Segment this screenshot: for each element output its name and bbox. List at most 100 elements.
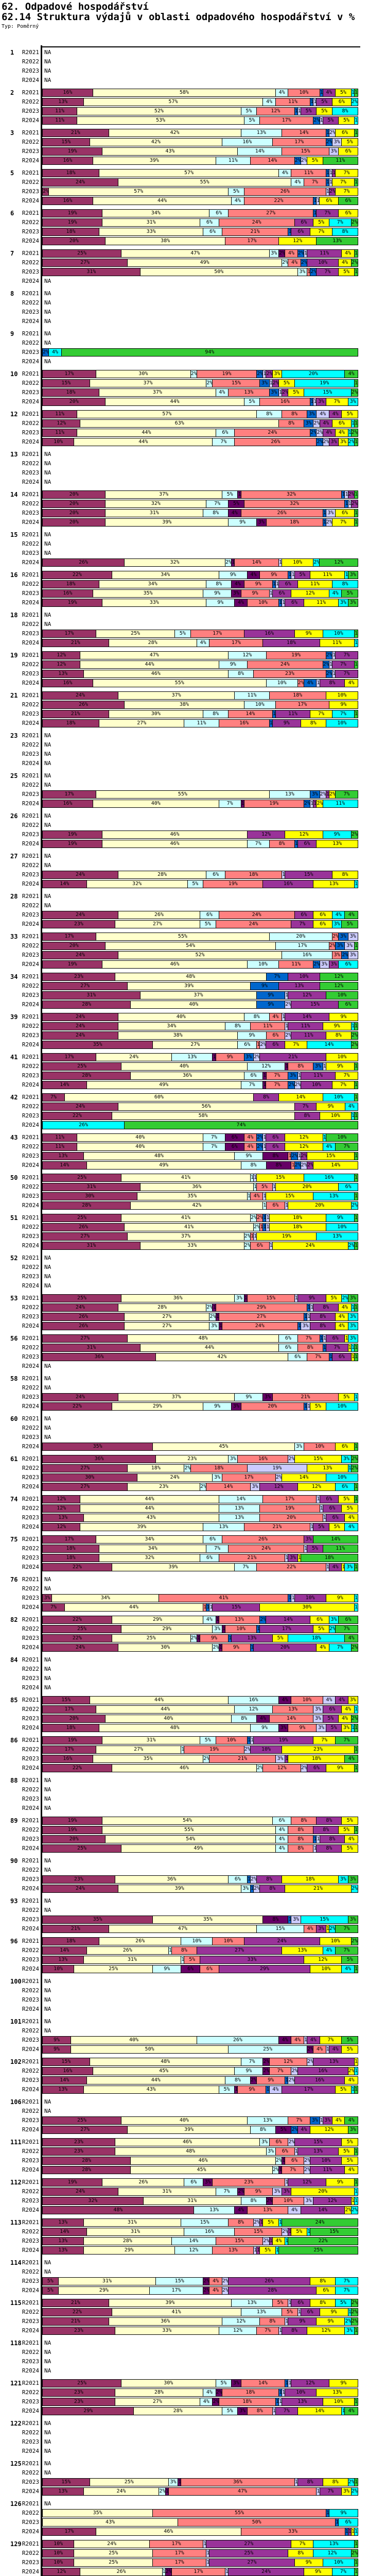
bar-segment: 1% xyxy=(310,98,314,106)
bar-segment: 20% xyxy=(254,1644,317,1651)
period-label: R2022 xyxy=(22,2188,39,2195)
bar-segment: 12% xyxy=(291,590,329,597)
bar-segment: 3% xyxy=(345,942,355,950)
bar-segment: 17% xyxy=(263,1496,317,1503)
bar-segment: 20% xyxy=(282,370,345,378)
period-label: R2024 xyxy=(22,238,39,244)
period-label: R2022 xyxy=(22,782,39,788)
bar-segment: 1% xyxy=(329,179,332,186)
bar-segment: 5% xyxy=(313,1523,329,1531)
stacked-bar: 20%54%4%8%1%1%8%4% xyxy=(42,1835,358,1843)
period-label: R2024 xyxy=(22,1041,39,1048)
stacked-bar: 13%48%9%8%1%2%1%2%15%1% xyxy=(42,1152,358,1160)
bar-segment: 11% xyxy=(320,639,355,647)
bar-segment: 1% xyxy=(297,1323,301,1330)
bar-segment: 10% xyxy=(326,1134,358,1141)
bar-segment: 3% xyxy=(342,2488,352,2495)
bar-segment: 3% xyxy=(348,599,358,606)
period-label: R2023 xyxy=(22,1876,39,1883)
na-value: NA xyxy=(44,1415,51,1422)
bar-segment: 4% xyxy=(200,2398,213,2405)
group-number: 93 xyxy=(10,1897,18,1905)
period-label: R2023 xyxy=(22,1554,39,1561)
bar-segment: 5% xyxy=(342,1845,358,1852)
bar-segment: 3% xyxy=(263,1394,273,1401)
bar-segment: 1% xyxy=(354,1153,358,1160)
bar-segment: 1% xyxy=(294,2148,298,2155)
stacked-bar: 28%46%2%1%6%2%10%5% xyxy=(42,2157,358,2165)
na-value: NA xyxy=(44,612,51,618)
bar-segment: 17% xyxy=(209,639,264,647)
bar-segment: 11% xyxy=(43,411,78,418)
bar-segment: 2% xyxy=(250,2077,257,2084)
bar-segment: 4% xyxy=(278,2037,292,2044)
bar-segment: 4% xyxy=(323,89,336,96)
bar-segment: 5% xyxy=(339,2148,355,2155)
bar-segment: 1% xyxy=(260,1224,264,1231)
bar-segment: 28% xyxy=(43,1072,131,1079)
bar-segment: 4% xyxy=(229,510,241,517)
period-label: R2023 xyxy=(22,1112,39,1119)
bar-segment: 9% xyxy=(323,831,352,838)
bar-segment: 2% xyxy=(307,2046,314,2053)
period-label: R2024 xyxy=(22,398,39,405)
period-label: R2024 xyxy=(22,639,39,646)
bar-group-102: 102R202115%48%7%2%12%2%13%1%R202216%45%9… xyxy=(0,2058,386,2095)
stacked-bar: 20%54%17%2%3%3%1% xyxy=(42,942,358,950)
bar-segment: 4% xyxy=(329,411,342,418)
period-label: R2022 xyxy=(22,2067,39,2074)
bar-segment: 12% xyxy=(288,2179,326,2186)
bar-segment: 9% xyxy=(323,1023,352,1030)
bar-segment: 2% xyxy=(317,429,323,436)
bar-segment: 2% xyxy=(216,2389,222,2396)
bar-segment: 12% xyxy=(257,108,295,115)
bar-segment: 6% xyxy=(332,1353,352,1361)
bar-segment: 1% xyxy=(326,791,329,798)
period-label: R2022 xyxy=(22,2228,39,2235)
bar-group-56: 56R202127%48%6%7%1%1%6%1%3%R202231%44%6%… xyxy=(0,1334,386,1371)
na-value: NA xyxy=(44,1425,51,1431)
bar-segment: 39% xyxy=(106,519,229,526)
bar-segment: 2% xyxy=(329,1925,336,1933)
bar-segment: 38% xyxy=(125,701,244,708)
bar-segment: 16% xyxy=(294,2077,345,2084)
bar-segment: 6% xyxy=(301,2309,320,2316)
na-value: NA xyxy=(44,358,51,365)
bar-segment: 21% xyxy=(43,639,109,647)
bar-segment: 1% xyxy=(354,2559,358,2566)
bar-segment: 1% xyxy=(354,1242,358,1249)
period-label: R2023 xyxy=(22,1755,39,1762)
bar-segment: 9% xyxy=(203,590,232,597)
bar-segment: 1% xyxy=(354,1353,358,1361)
period-label: R2024 xyxy=(22,2207,39,2213)
bar-segment: 6% xyxy=(339,197,358,205)
bar-segment: 29% xyxy=(83,2247,176,2254)
stacked-bar: 5% 29% 17% 2% 4% 2% 28% 6% 7% xyxy=(42,2286,358,2295)
bar-segment: 21% xyxy=(43,2318,109,2325)
bar-segment: 11% xyxy=(323,1545,358,1552)
bar-segment: 30% xyxy=(96,370,191,378)
bar-segment: 3% xyxy=(304,420,314,427)
bar-segment: 26% xyxy=(99,1938,182,1945)
period-label: R2021 xyxy=(22,1536,39,1543)
bar-segment: 1% xyxy=(354,1604,358,1611)
bar-segment: 16% xyxy=(43,1755,93,1762)
period-label: R2023 xyxy=(22,1193,39,1199)
period-label: R2022 xyxy=(22,1786,39,1793)
period-label: R2023 xyxy=(22,1715,39,1722)
bar-segment: 1% xyxy=(354,268,358,276)
period-label: R2022 xyxy=(22,741,39,748)
bar-segment: 1% xyxy=(354,2148,358,2155)
bar-segment: 1% xyxy=(326,2046,329,2053)
bar-segment: 2% xyxy=(288,2139,295,2146)
bar-segment: 14% xyxy=(43,1947,87,1954)
group-number: 50 xyxy=(10,1174,18,1181)
stacked-bar: 24%37%9%3%21%5%1% xyxy=(42,1393,358,1401)
bar-segment: 6% xyxy=(272,590,292,597)
bar-segment: 28% xyxy=(43,1001,131,1008)
bar-segment: 18% xyxy=(269,1224,326,1231)
bar-segment: 1% xyxy=(354,942,358,950)
bar-segment: 8% xyxy=(282,2327,308,2334)
bar-segment: 1% xyxy=(294,1295,298,1302)
bar-segment: 11% xyxy=(275,98,311,106)
